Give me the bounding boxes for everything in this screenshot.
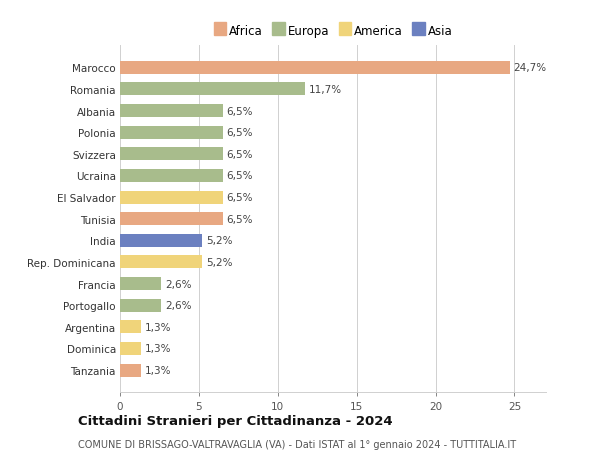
Text: 1,3%: 1,3% (145, 322, 171, 332)
Text: 1,3%: 1,3% (145, 344, 171, 353)
Text: 6,5%: 6,5% (227, 171, 253, 181)
Text: 6,5%: 6,5% (227, 193, 253, 202)
Text: 1,3%: 1,3% (145, 365, 171, 375)
Text: COMUNE DI BRISSAGO-VALTRAVAGLIA (VA) - Dati ISTAT al 1° gennaio 2024 - TUTTITALI: COMUNE DI BRISSAGO-VALTRAVAGLIA (VA) - D… (78, 440, 516, 449)
Text: 11,7%: 11,7% (308, 85, 341, 95)
Bar (120, 169, 223, 183)
Text: 24,7%: 24,7% (514, 63, 547, 73)
Bar (120, 148, 223, 161)
Text: 6,5%: 6,5% (227, 214, 253, 224)
Bar (120, 256, 202, 269)
Bar (120, 364, 140, 377)
Bar (120, 277, 161, 291)
Bar (120, 191, 223, 204)
Bar (120, 213, 223, 226)
Text: 6,5%: 6,5% (227, 150, 253, 159)
Bar (120, 105, 223, 118)
Bar (120, 299, 161, 312)
Text: 2,6%: 2,6% (165, 301, 191, 310)
Legend: Africa, Europa, America, Asia: Africa, Europa, America, Asia (211, 22, 455, 40)
Bar (120, 234, 202, 247)
Text: 5,2%: 5,2% (206, 236, 232, 246)
Text: 2,6%: 2,6% (165, 279, 191, 289)
Text: 6,5%: 6,5% (227, 106, 253, 116)
Bar (120, 62, 510, 75)
Bar (120, 320, 140, 334)
Bar (120, 126, 223, 140)
Bar (120, 83, 305, 96)
Text: Cittadini Stranieri per Cittadinanza - 2024: Cittadini Stranieri per Cittadinanza - 2… (78, 414, 392, 428)
Text: 6,5%: 6,5% (227, 128, 253, 138)
Bar (120, 342, 140, 355)
Text: 5,2%: 5,2% (206, 257, 232, 267)
